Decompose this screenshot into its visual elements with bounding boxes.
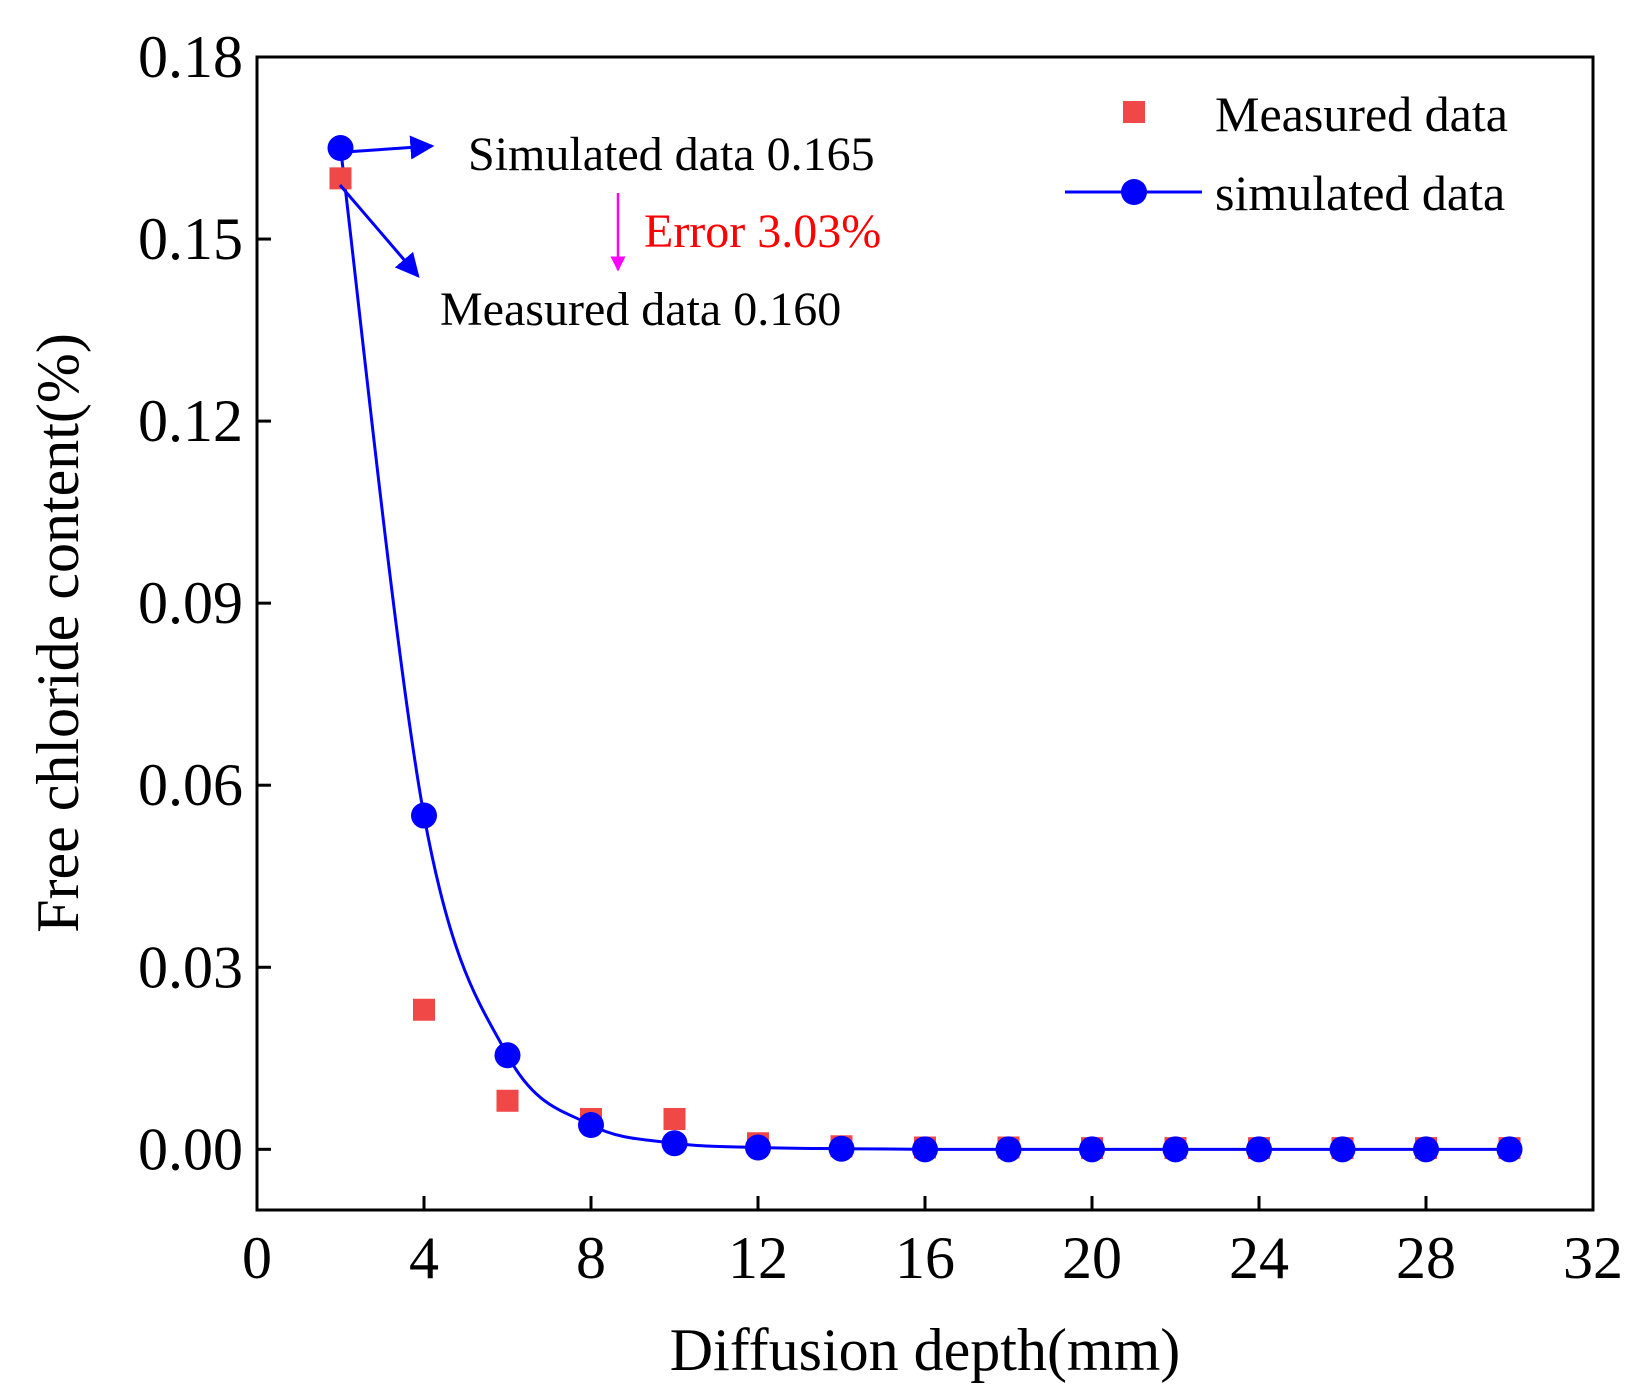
simulated-point	[494, 1042, 521, 1069]
simulated-point	[661, 1130, 688, 1157]
simulated-point	[327, 135, 354, 162]
measured-annotation-arrow	[338, 184, 420, 278]
y-tick-label: 0.09	[138, 570, 243, 636]
y-tick-label: 0.03	[138, 934, 243, 1000]
y-tick-label: 0.00	[138, 1116, 243, 1182]
simulated-point	[1079, 1136, 1105, 1163]
simulated-point	[578, 1112, 604, 1139]
simulated-point	[411, 802, 437, 829]
y-tick-label: 0.12	[138, 388, 243, 454]
x-tick-label: 0	[242, 1225, 272, 1291]
x-tick-label: 24	[1229, 1225, 1289, 1291]
measured-annotation: Measured data 0.160	[440, 283, 841, 336]
x-tick-label: 32	[1563, 1225, 1623, 1291]
simulated-point	[912, 1136, 938, 1163]
measured-point	[329, 167, 352, 190]
x-tick-label: 28	[1396, 1225, 1456, 1291]
y-axis-ticks: 0.00 0.03 0.06 0.09 0.12 0.15 0.18	[138, 24, 271, 1182]
simulated-point	[1329, 1136, 1356, 1163]
legend-simulated-marker	[1121, 179, 1147, 205]
simulated-points-group	[327, 135, 1523, 1163]
y-tick-label: 0.06	[138, 752, 243, 818]
measured-point	[496, 1089, 519, 1112]
simulated-point	[1496, 1136, 1523, 1163]
error-annotation: Error 3.03%	[644, 205, 881, 258]
legend-measured-swatch	[1123, 101, 1145, 123]
y-tick-label: 0.18	[138, 24, 243, 90]
y-tick-label: 0.15	[138, 206, 243, 272]
plot-frame	[255, 55, 1595, 1212]
simulated-point	[1162, 1136, 1189, 1163]
simulated-point	[828, 1135, 855, 1162]
legend-measured-label: Measured data	[1215, 86, 1508, 142]
simulated-annotation: Simulated data 0.165	[468, 128, 875, 181]
y-axis-label: Free chloride content(%)	[25, 333, 91, 933]
simulated-point	[1246, 1136, 1272, 1163]
legend: Measured data simulated data	[1065, 86, 1508, 221]
x-axis-label: Diffusion depth(mm)	[670, 1317, 1181, 1383]
measured-point	[413, 998, 435, 1021]
x-axis-ticks: 0 4 8 12 16 20 24 28 32	[242, 1196, 1623, 1291]
x-tick-label: 4	[409, 1225, 439, 1291]
x-tick-label: 8	[576, 1225, 606, 1291]
x-tick-label: 16	[895, 1225, 955, 1291]
simulated-point	[745, 1134, 771, 1161]
simulated-point	[995, 1136, 1022, 1163]
x-tick-label: 20	[1062, 1225, 1122, 1291]
x-tick-label: 12	[728, 1225, 788, 1291]
simulated-annotation-arrow	[344, 135, 435, 160]
legend-simulated-label: simulated data	[1215, 165, 1505, 221]
simulated-point	[1413, 1136, 1439, 1163]
measured-point	[663, 1107, 686, 1130]
